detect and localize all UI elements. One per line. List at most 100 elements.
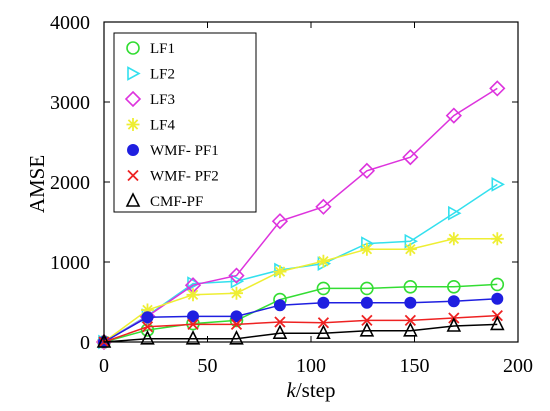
- data-point-lf2: [491, 177, 505, 192]
- data-point-cmf-pf: [185, 330, 201, 345]
- data-point-cmf-pf: [96, 333, 112, 348]
- x-axis-label-unit: /step: [296, 378, 336, 402]
- legend-label: LF1: [150, 41, 175, 57]
- x-tick-label: 100: [296, 355, 326, 377]
- data-point-wmf-pf2: [230, 318, 243, 331]
- legend-entry: WMF- PF2: [127, 169, 219, 185]
- x-axis-label-variable: k: [287, 378, 297, 402]
- series-line-wmf-pf1: [103, 298, 498, 343]
- data-point-wmf-pf1: [447, 295, 460, 308]
- legend-marker: [125, 192, 141, 207]
- series-layer: [95, 80, 506, 351]
- legend-label: CMF-PF: [150, 194, 203, 210]
- data-point-lf4: [140, 303, 154, 317]
- x-tick-label: 50: [198, 355, 218, 377]
- data-point-wmf-pf1: [273, 299, 286, 312]
- legend-label: LF2: [150, 67, 175, 83]
- legend-box: [113, 32, 257, 213]
- series-line-lf1: [103, 283, 498, 343]
- legend-marker: [127, 169, 139, 182]
- data-point-lf3: [445, 107, 462, 124]
- x-tick-label: 150: [400, 355, 430, 377]
- data-point-wmf-pf1: [360, 296, 373, 309]
- data-point-lf4: [229, 286, 243, 300]
- data-point-cmf-pf: [403, 322, 418, 337]
- legend-marker: [127, 66, 141, 81]
- legend-entry: LF4: [126, 118, 176, 134]
- legend-label: WMF- PF1: [150, 143, 219, 159]
- legend-marker: [124, 90, 142, 108]
- data-point-cmf-pf: [140, 330, 155, 345]
- data-point-lf1: [447, 279, 461, 294]
- data-point-wmf-pf1: [187, 310, 200, 323]
- data-point-lf4: [186, 288, 200, 302]
- y-tick-label: 1000: [50, 252, 90, 274]
- legend-entry: LF1: [126, 41, 175, 57]
- series-line-lf3: [103, 87, 498, 343]
- data-point-cmf-pf: [446, 317, 462, 332]
- data-point-lf3: [228, 267, 245, 284]
- data-point-wmf-pf2: [491, 309, 503, 322]
- series-line-wmf-pf2: [103, 314, 498, 343]
- data-point-lf4: [316, 254, 330, 268]
- series-line-cmf-pf: [103, 323, 498, 343]
- data-point-wmf-pf2: [404, 314, 416, 327]
- data-point-wmf-pf1: [404, 296, 417, 309]
- legend-entry: LF2: [127, 66, 175, 83]
- legend: LF1 LF2 LF3 LF4 WMF- PF1 WMF- PF2 CMF-PF: [113, 32, 257, 213]
- data-point-lf3: [402, 149, 419, 166]
- legend-entry: CMF-PF: [125, 192, 203, 210]
- data-point-lf1: [316, 281, 331, 296]
- data-point-wmf-pf1: [317, 296, 330, 309]
- legend-marker: [127, 144, 139, 156]
- data-point-wmf-pf1: [141, 311, 154, 324]
- legend-marker: [126, 41, 140, 55]
- series-cmf-pf: [96, 315, 505, 348]
- y-tick-label: 3000: [50, 92, 90, 114]
- data-point-cmf-pf: [359, 322, 375, 337]
- data-point-lf4: [273, 265, 287, 279]
- data-point-lf1: [403, 279, 418, 294]
- series-line-lf4: [103, 238, 498, 343]
- data-point-cmf-pf: [229, 330, 244, 345]
- y-tick-label: 4000: [50, 12, 90, 34]
- series-lf1: [97, 277, 505, 349]
- data-point-wmf-pf1: [491, 292, 504, 305]
- data-point-lf4: [403, 242, 417, 256]
- data-point-cmf-pf: [490, 315, 505, 331]
- data-point-lf1: [360, 281, 374, 296]
- data-point-lf3: [358, 162, 376, 179]
- y-tick-label: 2000: [50, 172, 90, 194]
- data-point-lf4: [447, 232, 461, 246]
- legend-label: LF4: [150, 118, 176, 134]
- data-point-lf3: [489, 80, 506, 97]
- data-point-lf3: [271, 213, 289, 230]
- data-point-wmf-pf2: [361, 314, 373, 327]
- data-point-wmf-pf2: [317, 317, 330, 329]
- data-point-lf2: [448, 205, 462, 221]
- legend-marker: [126, 118, 140, 131]
- legend-entry: LF3: [124, 90, 175, 108]
- data-point-lf2: [230, 273, 245, 289]
- data-point-lf4: [490, 232, 504, 246]
- x-axis-label: k/step: [287, 378, 336, 402]
- data-point-wmf-pf2: [274, 316, 286, 328]
- data-point-lf1: [490, 277, 505, 292]
- legend-entry: WMF- PF1: [127, 143, 219, 159]
- x-tick-label: 0: [99, 355, 109, 377]
- data-point-cmf-pf: [272, 324, 288, 340]
- legend-label: WMF- PF2: [150, 169, 219, 185]
- y-tick-label: 0: [80, 332, 90, 354]
- data-point-wmf-pf1: [230, 310, 243, 323]
- data-point-cmf-pf: [316, 324, 331, 340]
- data-point-wmf-pf2: [187, 318, 199, 331]
- data-point-lf4: [360, 242, 374, 256]
- legend-label: LF3: [150, 92, 175, 108]
- series-wmf-pf1: [98, 292, 504, 348]
- x-tick-label: 200: [503, 355, 533, 377]
- series-lf4: [97, 232, 504, 349]
- data-point-wmf-pf2: [141, 321, 154, 333]
- y-axis-label: AMSE: [25, 155, 49, 213]
